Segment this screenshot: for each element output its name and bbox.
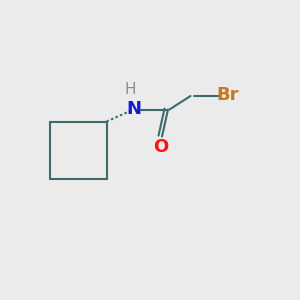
Text: O: O xyxy=(153,138,168,156)
Text: Br: Br xyxy=(217,86,239,104)
Text: H: H xyxy=(125,82,136,98)
Text: N: N xyxy=(126,100,141,118)
